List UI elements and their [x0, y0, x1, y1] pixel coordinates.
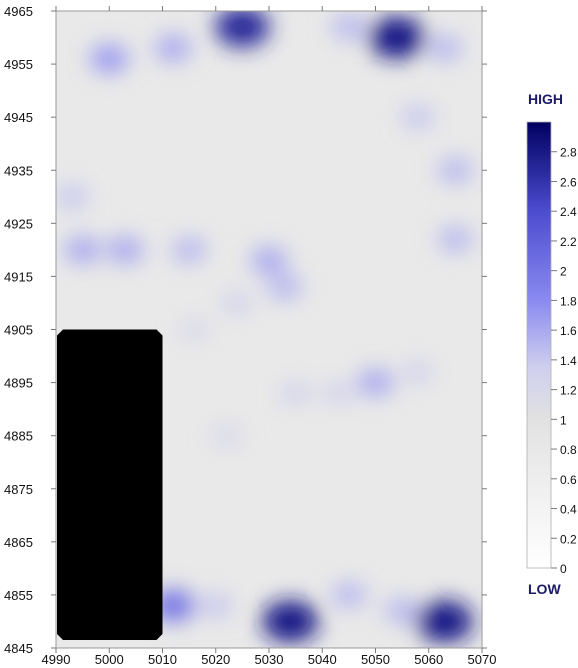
y-tick-label: 4845	[4, 641, 33, 656]
colorbar-tick-label: 2.4	[560, 205, 577, 219]
y-tick-label: 4875	[4, 482, 33, 497]
heat-cell	[437, 226, 473, 253]
y-tick-label: 4965	[4, 4, 33, 19]
x-tick-label: 5040	[308, 652, 337, 667]
colorbar-tick-label: 1.2	[560, 384, 577, 398]
x-axis: 4990 5000 5010 5020 5030 5040 5050 5060 5070	[42, 6, 497, 667]
colorbar-tick-label: 0	[560, 562, 567, 576]
colorbar-low-label: LOW	[528, 581, 561, 597]
heat-cell	[357, 368, 394, 397]
heat-cell	[331, 13, 367, 40]
x-tick-label: 5010	[148, 652, 177, 667]
heat-cell	[215, 11, 270, 48]
y-tick-label: 4945	[4, 110, 33, 125]
heat-cell	[402, 360, 435, 384]
heat-cell	[221, 291, 253, 315]
colorbar-gradient	[526, 121, 552, 569]
heat-cell	[90, 44, 129, 73]
y-tick-label: 4855	[4, 588, 33, 603]
colorbar-tick-label: 2	[560, 265, 567, 279]
colorbar-tick-label: 1.8	[560, 294, 577, 308]
masked-region	[57, 329, 163, 640]
heat-cell	[322, 381, 355, 406]
x-tick-label: 5050	[361, 652, 390, 667]
x-tick-label: 5070	[468, 652, 497, 667]
heat-cell	[199, 593, 233, 618]
heat-cell	[250, 246, 288, 275]
colorbar-tick-label: 0.4	[560, 503, 577, 517]
heat-cell	[437, 157, 473, 184]
colorbar-tick-label: 1	[560, 413, 567, 427]
heat-cell	[211, 424, 242, 447]
heat-cell	[368, 16, 425, 59]
heat-cell	[106, 236, 144, 264]
heat-cell	[179, 318, 210, 341]
colorbar-tick-label: 1.4	[560, 354, 577, 368]
x-tick-label: 5030	[255, 652, 284, 667]
colorbar-tick-label: 0.2	[560, 532, 577, 546]
colorbar-tick-label: 2.6	[560, 175, 577, 189]
x-tick-label: 5060	[414, 652, 443, 667]
heat-cell	[262, 600, 319, 643]
heat-cell	[64, 236, 101, 264]
heat-cell	[427, 35, 463, 62]
colorbar-tick-label: 0.6	[560, 473, 577, 487]
colorbar-ticks: 2.8 2.6 2.4 2.2 2 1.8 1.6 1.4 1.2 1 0.8 0.6 0.4 0.2 0	[551, 146, 577, 576]
heat-cell	[331, 581, 367, 608]
colorbar-tick-label: 1.6	[560, 324, 577, 338]
heat-cell	[384, 597, 420, 624]
heat-cell	[416, 600, 473, 643]
heat-cell	[401, 104, 435, 130]
heat-cell	[154, 34, 192, 62]
y-tick-label: 4915	[4, 269, 33, 284]
y-tick-label: 4865	[4, 535, 33, 550]
heat-cell	[267, 274, 303, 301]
heat-cell	[56, 184, 89, 210]
plot-area	[55, 10, 483, 649]
y-tick-label: 4955	[4, 57, 33, 72]
heat-cell	[279, 381, 312, 406]
x-tick-label: 5020	[201, 652, 230, 667]
y-tick-label: 4895	[4, 376, 33, 391]
x-tick-label: 5000	[95, 652, 124, 667]
colorbar-tick-label: 2.2	[560, 235, 577, 249]
x-tick-label: 4990	[42, 652, 71, 667]
heat-cell	[171, 236, 207, 263]
heatmap-layer	[56, 11, 473, 643]
y-axis: 4965 4955 4945 4935 4925 4915 4905 4895 4885 4875…	[4, 4, 487, 656]
colorbar-tick-label: 0.8	[560, 443, 577, 457]
colorbar: HIGH 2.8 2.6 2.4 2.2 2 1.8 1.6 1.4 1.2 1 0.8 0.6 0.4…	[526, 91, 577, 597]
colorbar-high-label: HIGH	[528, 91, 563, 107]
y-tick-label: 4905	[4, 323, 33, 338]
colorbar-tick-label: 2.8	[560, 146, 577, 160]
y-tick-label: 4935	[4, 163, 33, 178]
y-tick-label: 4925	[4, 216, 33, 231]
y-tick-label: 4885	[4, 429, 33, 444]
